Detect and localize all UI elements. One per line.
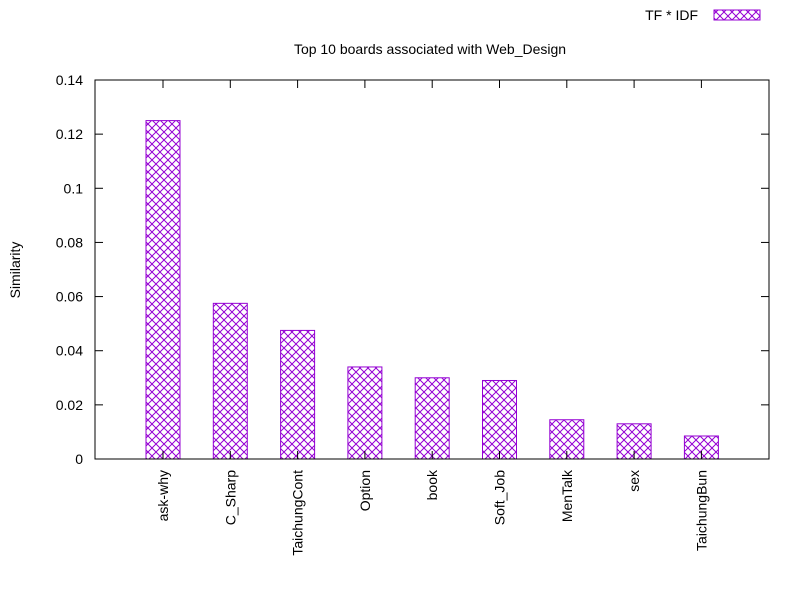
y-tick-label: 0.08 — [56, 234, 83, 250]
y-tick-label: 0.14 — [56, 72, 83, 88]
y-tick-label: 0.04 — [56, 343, 83, 359]
x-axis-tick-labels: ask-why C_Sharp TaichungCont Option book Soft… — [155, 80, 709, 556]
bar-Option — [347, 366, 383, 460]
y-tick-label: 0.12 — [56, 126, 83, 142]
y-tick-label: 0.06 — [56, 289, 83, 305]
y-tick-label: 0 — [75, 451, 83, 467]
bar-ask-why — [145, 120, 181, 460]
legend: TF * IDF — [645, 7, 761, 23]
legend-swatch — [713, 9, 761, 21]
x-tick-label: MenTalk — [559, 469, 575, 522]
y-tick-label: 0.1 — [64, 180, 84, 196]
x-tick-label: ask-why — [155, 470, 171, 521]
bar-C_Sharp — [212, 302, 248, 460]
x-tick-label: book — [424, 469, 440, 500]
bar-Soft_Job — [482, 379, 517, 460]
x-tick-label: TaichungCont — [290, 470, 306, 556]
bar-TaichungCont — [280, 329, 316, 460]
y-tick-label: 0.02 — [56, 397, 83, 413]
bar-book — [414, 377, 450, 460]
chart-title: Top 10 boards associated with Web_Design — [294, 41, 566, 57]
bars — [145, 120, 719, 460]
y-axis-ticks: 0 0.02 0.04 0.06 0.08 0.1 0.12 0.14 — [56, 72, 769, 467]
y-axis-label: Similarity — [7, 242, 23, 299]
x-tick-label: sex — [626, 470, 642, 492]
x-tick-label: Option — [357, 470, 373, 511]
x-tick-label: TaichungBun — [693, 470, 709, 551]
x-tick-label: Soft_Job — [492, 470, 508, 525]
x-tick-label: C_Sharp — [222, 470, 238, 525]
legend-label: TF * IDF — [645, 7, 698, 23]
plot-frame — [94, 79, 770, 460]
